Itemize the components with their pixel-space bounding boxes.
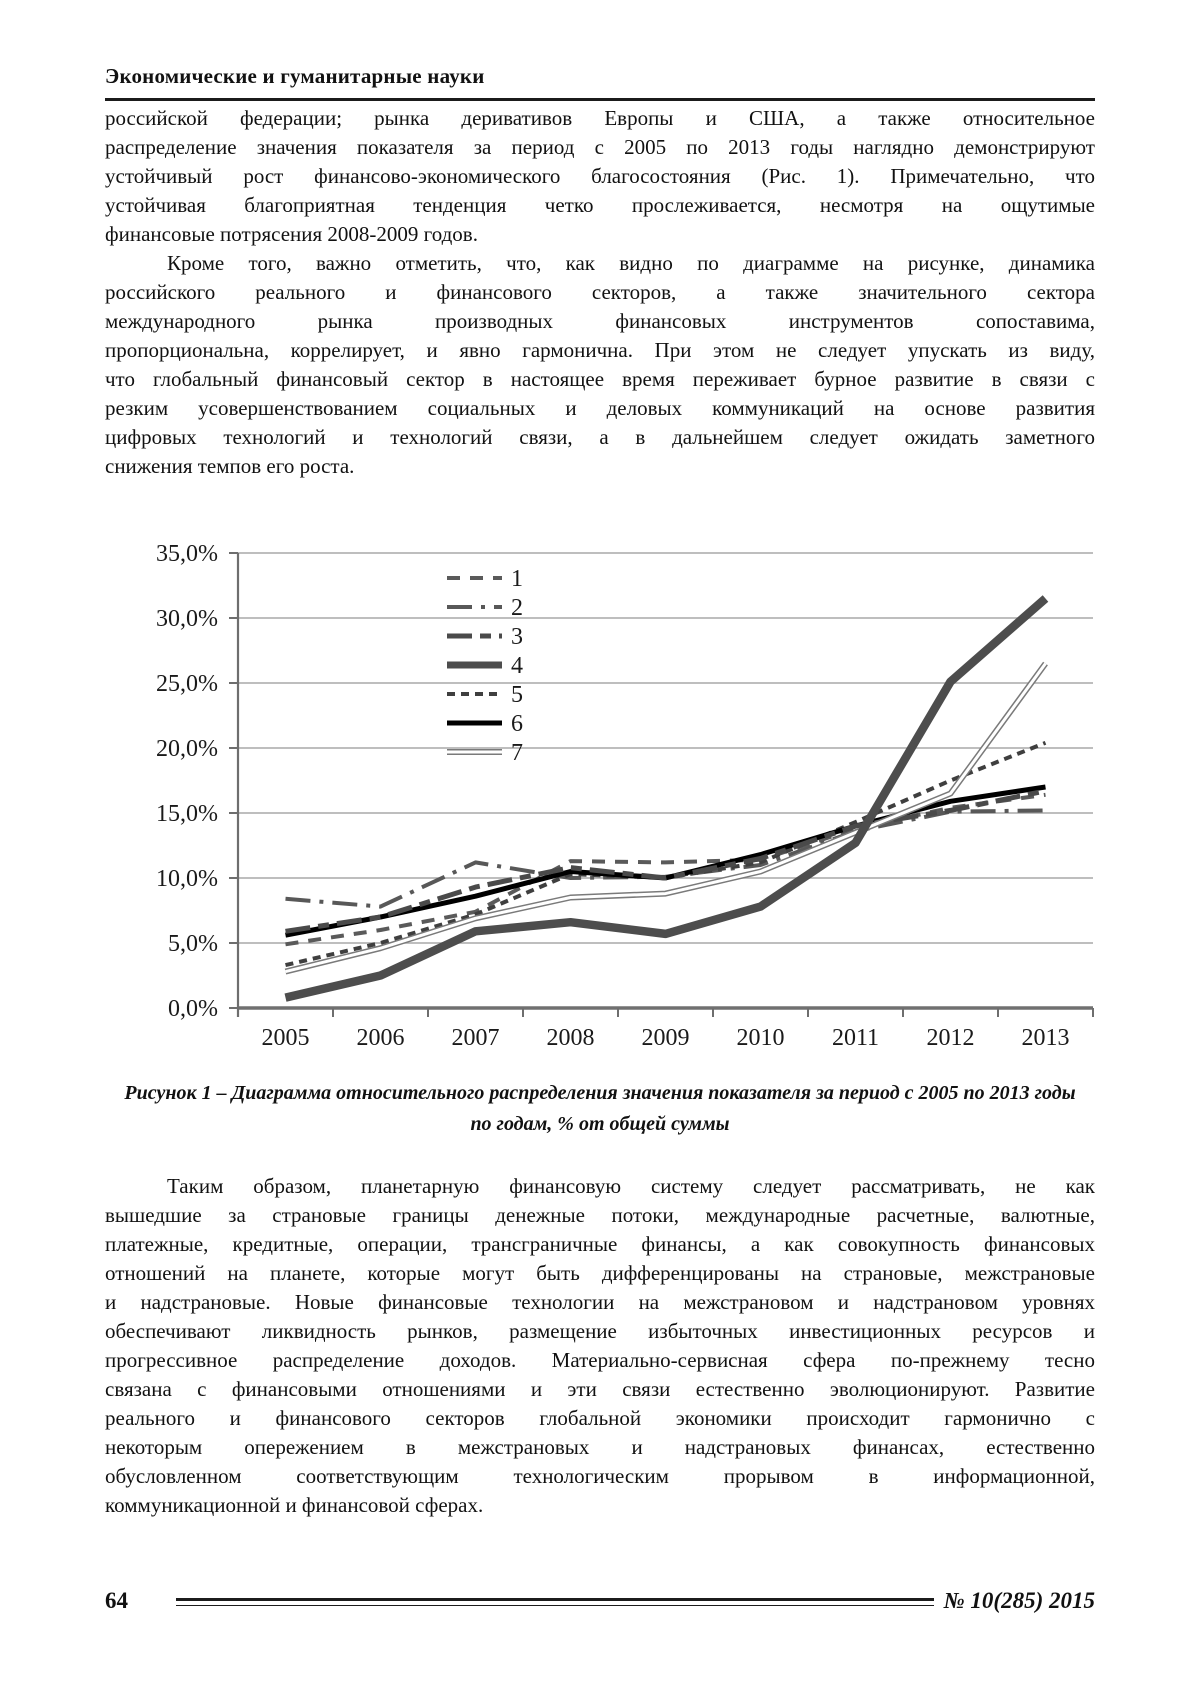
paragraph-line: цифровых технологий и технологий связи, …: [105, 425, 1095, 449]
paragraph-line: обеспечивают ликвидность рынков, размеще…: [105, 1319, 1095, 1343]
y-axis-label: 25,0%: [156, 671, 218, 697]
x-axis-label: 2009: [642, 1025, 690, 1051]
series-line-3: [285, 788, 1047, 934]
y-axis-label: 15,0%: [156, 801, 218, 827]
figure-caption-line1: Рисунок 1 – Диаграмма относительного рас…: [124, 1082, 1076, 1104]
paragraph-line: и надстрановые. Новые финансовые техноло…: [105, 1290, 1095, 1314]
x-axis-label: 2011: [832, 1025, 879, 1051]
running-head: Экономические и гуманитарные науки: [105, 64, 1095, 101]
page-footer: 64 № 10(285) 2015: [105, 1586, 1095, 1616]
series-line-1: [285, 792, 1046, 947]
paragraph-line: обусловленном соответствующим технологич…: [105, 1464, 1095, 1488]
series-line-7-inner: [285, 662, 1047, 974]
paragraph: Кроме того, важно отметить, что, как вид…: [105, 249, 1095, 481]
paragraph-line: российской федерации; рынка деривативов …: [105, 106, 1095, 130]
y-axis-label: 10,0%: [156, 866, 218, 892]
paragraph-line: финансовые потрясения 2008-2009 годов.: [105, 222, 478, 246]
paragraph: российской федерации; рынка деривативов …: [105, 104, 1095, 249]
paragraph-line: прогрессивное распределение доходов. Мат…: [105, 1348, 1095, 1372]
legend-label-7: 7: [511, 740, 523, 766]
paragraph-line: распределение значения показателя за пер…: [105, 135, 1095, 159]
y-axis-label: 35,0%: [156, 541, 218, 567]
paragraph-line: устойчивый рост финансово-экономического…: [105, 164, 1095, 188]
paragraph-line: снижения темпов его роста.: [105, 454, 355, 478]
x-axis-label: 2008: [547, 1025, 595, 1051]
x-axis-label: 2012: [927, 1025, 975, 1051]
figure-caption: Рисунок 1 – Диаграмма относительного рас…: [105, 1078, 1095, 1140]
issue-label: № 10(285) 2015: [943, 1588, 1095, 1613]
paragraph-line: международного рынка производных финансо…: [105, 309, 1095, 333]
x-axis-label: 2005: [262, 1025, 310, 1051]
y-axis-label: 0,0%: [168, 996, 218, 1022]
legend-label-3: 3: [511, 624, 523, 650]
paragraph-line: реального и финансового секторов глобаль…: [105, 1406, 1095, 1430]
paragraph-line: коммуникационной и финансовой сферах.: [105, 1493, 484, 1517]
body-text-top: российской федерации; рынка деривативов …: [105, 104, 1095, 481]
figure-chart: 0,0% 5,0% 10,0% 15,0% 20,0% 25,0% 30,0% 35,0% 20…: [137, 492, 1107, 1067]
x-axis-label: 2013: [1022, 1025, 1070, 1051]
footer-rule: [176, 1598, 934, 1606]
x-axis-label: 2007: [452, 1025, 500, 1051]
y-axis-label: 20,0%: [156, 736, 218, 762]
paragraph-line: пропорциональна, коррелирует, и явно гар…: [105, 338, 1095, 362]
y-axis-label: 30,0%: [156, 606, 218, 632]
y-axis-label: 5,0%: [168, 931, 218, 957]
page-number: 64: [105, 1588, 128, 1613]
journal-title: Экономические и гуманитарные науки: [105, 64, 485, 88]
legend-label-5: 5: [511, 682, 523, 708]
paragraph-line: вышедшие за страновые границы денежные п…: [105, 1203, 1095, 1227]
x-axis-label: 2006: [357, 1025, 405, 1051]
paragraph-line: некоторым опережением в межстрановых и н…: [105, 1435, 1095, 1459]
legend-label-1: 1: [511, 566, 523, 592]
figure-chart-svg: 0,0% 5,0% 10,0% 15,0% 20,0% 25,0% 30,0% 35,0% 20…: [156, 541, 1094, 1051]
legend-label-4: 4: [511, 653, 523, 679]
body-text-bottom: Таким образом, планетарную финансовую си…: [105, 1172, 1095, 1520]
paragraph: Таким образом, планетарную финансовую си…: [105, 1172, 1095, 1520]
legend-label-2: 2: [511, 595, 523, 621]
x-axis-label: 2010: [737, 1025, 785, 1051]
paragraph-line: платежные, кредитные, операции, трансгра…: [105, 1232, 1095, 1256]
paragraph-line: связана с финансовыми отношениями и эти …: [105, 1377, 1095, 1401]
paragraph-line: российского реального и финансового сект…: [105, 280, 1095, 304]
paragraph-line: отношений на планете, которые могут быть…: [105, 1261, 1095, 1285]
paragraph-line: Кроме того, важно отметить, что, как вид…: [167, 251, 1095, 275]
series-line-4: [284, 595, 1049, 1002]
figure-caption-line2: по годам, % от общей суммы: [470, 1113, 730, 1135]
paragraph-line: что глобальный финансовый сектор в насто…: [105, 367, 1095, 391]
paragraph-line: резким усовершенствованием социальных и …: [105, 396, 1095, 420]
paragraph-line: устойчивая благоприятная тенденция четко…: [105, 193, 1095, 217]
legend-label-6: 6: [511, 711, 523, 737]
paragraph-line: Таким образом, планетарную финансовую си…: [167, 1174, 1095, 1198]
